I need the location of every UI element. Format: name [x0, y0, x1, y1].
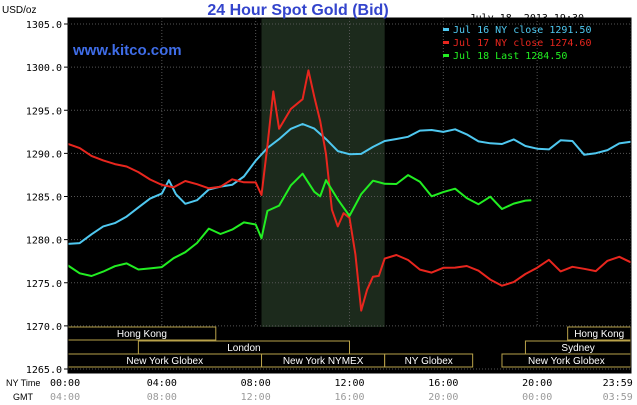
- x-tick-label-gmt: 03:59: [603, 392, 633, 403]
- watermark-url[interactable]: www.kitco.com: [72, 42, 182, 59]
- y-axis-label: USD/oz: [2, 5, 36, 16]
- y-tick-label: 1300.0: [26, 63, 62, 74]
- legend-entry-3: Jul 18 Last 1284.50: [453, 51, 567, 62]
- session-label: New York Globex: [528, 356, 605, 367]
- x-tick-label-ny: 08:00: [241, 378, 271, 389]
- y-tick-label: 1275.0: [26, 279, 62, 290]
- chart-title: 24 Hour Spot Gold (Bid): [207, 2, 388, 19]
- x-tick-label-gmt: 04:00: [50, 392, 80, 403]
- y-tick-label: 1270.0: [26, 322, 62, 333]
- legend-entry-1: Jul 16 NY close 1291.50: [453, 25, 591, 36]
- legend-swatch: [443, 28, 449, 31]
- x-tick-label-gmt: 00:00: [522, 392, 552, 403]
- plot-frame: [67, 17, 632, 374]
- ny-time-row-label: NY Time: [6, 378, 40, 388]
- y-tick-label: 1285.0: [26, 193, 62, 204]
- series-line-2: [67, 69, 632, 312]
- chart-timestamp: July 18, 2013 19:30: [470, 13, 584, 24]
- y-tick-label: 1280.0: [26, 236, 62, 247]
- x-tick-label-ny: 04:00: [147, 378, 177, 389]
- session-label: NY Globex: [405, 356, 453, 367]
- x-tick-label-gmt: 20:00: [428, 392, 458, 403]
- session-label: London: [227, 343, 260, 354]
- session-label: Sydney: [561, 343, 594, 354]
- x-tick-label-gmt: 12:00: [241, 392, 271, 403]
- x-tick-label-ny: 23:59: [603, 378, 633, 389]
- y-tick-label: 1305.0: [26, 20, 62, 31]
- x-tick-label-gmt: 16:00: [334, 392, 364, 403]
- session-box: [384, 353, 474, 368]
- legend-swatch: [443, 54, 449, 57]
- y-tick-label: 1290.0: [26, 149, 62, 160]
- nymex-highlight-band: [261, 18, 385, 327]
- legend: Jul 16 NY close 1291.50 Jul 17 NY close 1…: [443, 25, 591, 62]
- x-tick-label-ny: 00:00: [50, 378, 80, 389]
- session-label: New York NYMEX: [283, 356, 364, 367]
- gmt-row-label: GMT: [13, 392, 33, 402]
- y-tick-label: 1265.0: [26, 365, 62, 376]
- legend-entry-2: Jul 17 NY close 1274.60: [453, 38, 591, 49]
- y-tick-label: 1295.0: [26, 106, 62, 117]
- series-line-1: [67, 123, 631, 245]
- series-line-3: [67, 172, 532, 277]
- x-tick-label-gmt: 08:00: [147, 392, 177, 403]
- x-tick-label-ny: 12:00: [334, 378, 364, 389]
- session-label: Hong Kong: [117, 329, 167, 340]
- session-label: New York Globex: [126, 356, 203, 367]
- x-tick-label-ny: 20:00: [522, 378, 552, 389]
- legend-swatch: [443, 41, 449, 44]
- session-label: Hong Kong: [574, 329, 624, 340]
- x-tick-label-ny: 16:00: [428, 378, 458, 389]
